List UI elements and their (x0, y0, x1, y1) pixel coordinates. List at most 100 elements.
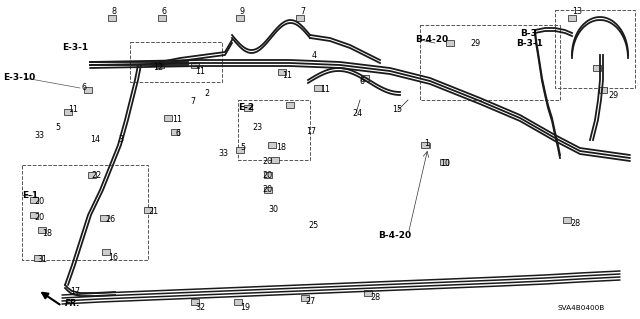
Text: 14: 14 (90, 136, 100, 145)
Text: 21: 21 (148, 207, 158, 217)
Text: 25: 25 (308, 221, 318, 231)
Bar (100, 215, 108, 221)
Bar (568, 15, 576, 21)
Text: 2: 2 (204, 88, 209, 98)
Bar (599, 87, 607, 93)
Text: 20: 20 (34, 197, 44, 206)
Text: 20: 20 (262, 186, 272, 195)
Bar (563, 217, 571, 223)
Text: E-3-10: E-3-10 (3, 73, 35, 83)
Text: B-4-20: B-4-20 (415, 35, 448, 44)
Bar (64, 109, 72, 115)
Text: 17: 17 (306, 128, 316, 137)
Text: B-3-1: B-3-1 (516, 40, 543, 48)
Text: 4: 4 (312, 50, 317, 60)
Text: E-3-1: E-3-1 (62, 43, 88, 53)
Bar (30, 212, 38, 218)
Bar (446, 40, 454, 46)
Text: 29: 29 (470, 39, 480, 48)
Bar (156, 62, 164, 68)
Text: 11: 11 (320, 85, 330, 94)
Bar (236, 15, 244, 21)
Text: 6: 6 (360, 78, 365, 86)
Bar (271, 157, 279, 163)
Text: 33: 33 (34, 130, 44, 139)
Bar (164, 115, 172, 121)
Bar (264, 172, 272, 178)
Text: 18: 18 (42, 229, 52, 239)
Bar (84, 87, 92, 93)
Bar (244, 105, 252, 111)
Bar (130, 42, 222, 82)
Bar (301, 295, 309, 301)
Bar (38, 227, 46, 233)
Bar (278, 69, 286, 75)
Text: 5: 5 (55, 122, 60, 131)
Bar (30, 197, 38, 203)
Bar (314, 85, 322, 91)
Text: 11: 11 (282, 71, 292, 80)
Bar (108, 15, 116, 21)
Text: E-2: E-2 (238, 102, 254, 112)
Bar (102, 249, 110, 255)
Bar (158, 15, 166, 21)
Text: 16: 16 (108, 254, 118, 263)
Bar (420, 25, 560, 100)
Bar (286, 102, 294, 108)
Text: 10: 10 (440, 159, 450, 167)
Text: 28: 28 (570, 219, 580, 228)
Text: 31: 31 (37, 256, 47, 264)
Bar (268, 142, 276, 148)
Text: 7: 7 (190, 98, 195, 107)
Bar (593, 65, 601, 71)
Text: 11: 11 (195, 68, 205, 77)
Text: 6: 6 (162, 8, 167, 17)
Bar (364, 290, 372, 296)
Text: 7: 7 (300, 8, 305, 17)
Bar (88, 172, 96, 178)
Text: 17: 17 (70, 287, 80, 296)
Text: 19: 19 (240, 302, 250, 311)
Text: 6: 6 (176, 129, 181, 137)
Text: 1: 1 (424, 138, 429, 147)
Bar (191, 299, 199, 305)
Text: 9: 9 (240, 8, 245, 17)
Bar (440, 159, 448, 165)
Text: 26: 26 (105, 216, 115, 225)
Text: 29: 29 (608, 92, 618, 100)
Bar (171, 129, 179, 135)
Text: 28: 28 (370, 293, 380, 301)
Text: 11: 11 (172, 115, 182, 124)
Bar (555, 10, 635, 88)
Text: 32: 32 (195, 302, 205, 311)
Text: 3: 3 (118, 136, 123, 145)
Text: B-3: B-3 (520, 29, 537, 39)
Text: 18: 18 (276, 144, 286, 152)
Bar (234, 299, 242, 305)
Text: 13: 13 (572, 8, 582, 17)
Text: 20: 20 (262, 172, 272, 181)
Text: 20: 20 (262, 158, 272, 167)
Bar (296, 15, 304, 21)
Text: E-1: E-1 (22, 190, 38, 199)
Bar (238, 100, 310, 160)
Bar (361, 75, 369, 81)
Text: 8: 8 (112, 8, 117, 17)
Text: 23: 23 (252, 122, 262, 131)
Bar (264, 187, 272, 193)
Text: 5: 5 (240, 144, 245, 152)
Text: B-4-20: B-4-20 (378, 231, 411, 240)
Text: 6: 6 (82, 84, 87, 93)
Bar (34, 255, 42, 261)
Text: 27: 27 (305, 298, 316, 307)
Bar (421, 142, 429, 148)
Text: 20: 20 (34, 213, 44, 222)
Text: 30: 30 (268, 205, 278, 214)
Text: 24: 24 (352, 108, 362, 117)
Bar (191, 62, 199, 68)
Text: 12: 12 (153, 63, 163, 72)
Text: 15: 15 (392, 106, 402, 115)
Bar (144, 207, 152, 213)
Text: 11: 11 (68, 106, 78, 115)
Text: FR.: FR. (65, 300, 81, 308)
